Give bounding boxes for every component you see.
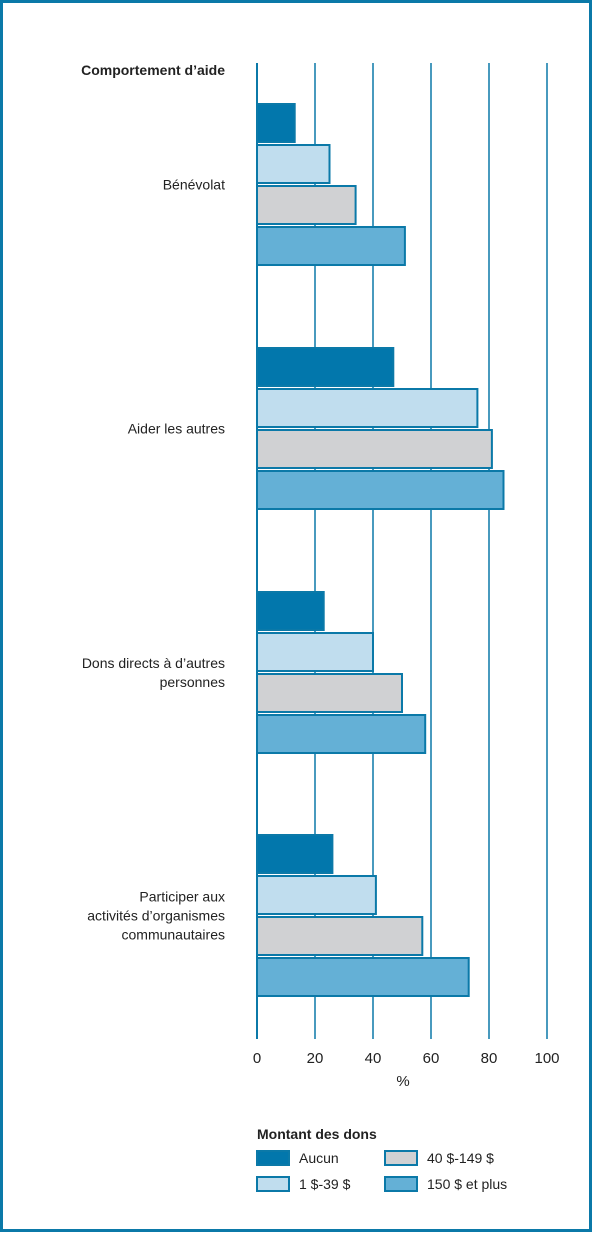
tick-label: 100 bbox=[534, 1050, 559, 1067]
legend: Montant des dons Aucun 1 $-39 $ 40 $-149 $… bbox=[256, 1126, 507, 1192]
bar bbox=[256, 875, 377, 915]
bars bbox=[256, 103, 505, 997]
tick-label: 40 bbox=[365, 1050, 382, 1067]
bar bbox=[256, 144, 331, 184]
tick-label: 20 bbox=[307, 1050, 324, 1067]
legend-label: 1 $-39 $ bbox=[299, 1176, 351, 1192]
category-label: Participer aux bbox=[139, 889, 225, 905]
x-axis-label: % bbox=[396, 1073, 409, 1090]
tick-label: 60 bbox=[423, 1050, 440, 1067]
tick-label: 80 bbox=[481, 1050, 498, 1067]
bar bbox=[256, 226, 406, 266]
bar bbox=[256, 834, 334, 874]
bar bbox=[256, 185, 357, 225]
bar bbox=[256, 632, 374, 672]
bar bbox=[256, 388, 479, 428]
tick-labels: 0 20 40 60 80 100 bbox=[253, 1050, 560, 1067]
category-label: communautaires bbox=[122, 927, 226, 943]
bar bbox=[256, 916, 424, 956]
category-labels: Bénévolat Aider les autres Dons directs à … bbox=[82, 177, 225, 943]
legend-swatch bbox=[384, 1150, 418, 1166]
category-label: Aider les autres bbox=[128, 421, 225, 437]
chart-title: Comportement d’aide bbox=[81, 62, 225, 78]
legend-label: 40 $-149 $ bbox=[427, 1150, 494, 1166]
bar bbox=[256, 470, 505, 510]
bar bbox=[256, 957, 470, 997]
category-label: Dons directs à d’autres bbox=[82, 655, 225, 671]
legend-label: 150 $ et plus bbox=[427, 1176, 507, 1192]
bar bbox=[256, 673, 403, 713]
tick-label: 0 bbox=[253, 1050, 261, 1067]
bar bbox=[256, 591, 325, 631]
bar bbox=[256, 103, 296, 143]
legend-swatch bbox=[256, 1176, 290, 1192]
category-label: personnes bbox=[160, 674, 225, 690]
legend-title: Montant des dons bbox=[257, 1126, 377, 1142]
category-label: activités d’organismes bbox=[87, 908, 225, 924]
chart-svg: Bénévolat Aider les autres Dons directs à … bbox=[81, 62, 560, 1192]
bar bbox=[256, 429, 493, 469]
category-label: Bénévolat bbox=[163, 177, 225, 193]
bar bbox=[256, 347, 395, 387]
legend-swatch bbox=[384, 1176, 418, 1192]
bar bbox=[256, 714, 427, 754]
legend-swatch bbox=[256, 1150, 290, 1166]
legend-label: Aucun bbox=[299, 1150, 339, 1166]
